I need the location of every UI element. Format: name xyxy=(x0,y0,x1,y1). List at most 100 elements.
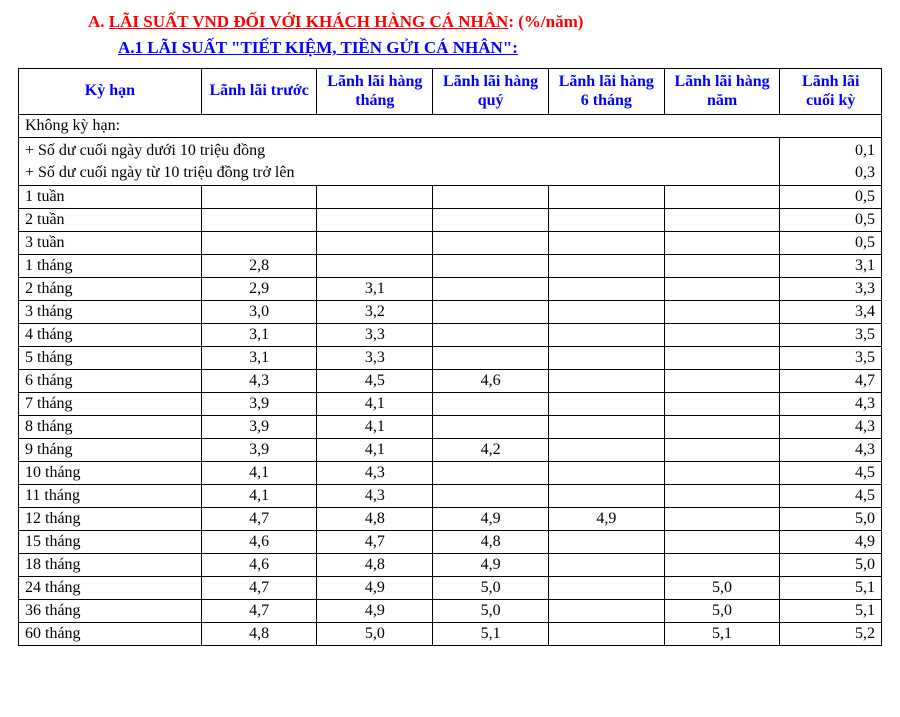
rate-cell: 3,3 xyxy=(317,324,433,347)
column-header-6month: Lãnh lãi hàng 6 tháng xyxy=(548,69,664,115)
rate-cell xyxy=(664,485,780,508)
term-cell: 12 tháng xyxy=(19,508,202,531)
rate-cell xyxy=(433,232,549,255)
rate-cell: 5,0 xyxy=(780,508,882,531)
no-term-label: Không kỳ hạn: xyxy=(19,115,882,138)
term-cell: 15 tháng xyxy=(19,531,202,554)
rate-cell: 4,3 xyxy=(780,393,882,416)
rate-cell: 4,3 xyxy=(780,439,882,462)
rate-cell xyxy=(433,462,549,485)
rate-cell: 4,1 xyxy=(317,393,433,416)
rate-cell: 3,5 xyxy=(780,324,882,347)
rate-cell xyxy=(664,255,780,278)
rate-cell: 4,6 xyxy=(201,531,317,554)
term-cell: 7 tháng xyxy=(19,393,202,416)
rate-cell: 5,1 xyxy=(664,623,780,646)
rate-cell xyxy=(548,232,664,255)
table-row: 2 tháng2,93,13,3 xyxy=(19,278,882,301)
rate-cell: 4,1 xyxy=(201,485,317,508)
rate-cell: 5,1 xyxy=(780,600,882,623)
rate-cell: 3,9 xyxy=(201,393,317,416)
section-a-heading: A. LÃI SUẤT VND ĐỐI VỚI KHÁCH HÀNG CÁ NH… xyxy=(88,12,882,32)
rate-cell: 4,3 xyxy=(201,370,317,393)
rate-cell xyxy=(433,485,549,508)
table-body: Không kỳ hạn: + Số dư cuối ngày dưới 10 … xyxy=(19,115,882,646)
term-cell: 1 tháng xyxy=(19,255,202,278)
rate-cell xyxy=(664,324,780,347)
table-row: 1 tháng2,83,1 xyxy=(19,255,882,278)
rate-cell xyxy=(664,278,780,301)
rate-cell: 3,9 xyxy=(201,416,317,439)
rate-cell xyxy=(664,416,780,439)
rate-cell: 4,7 xyxy=(201,577,317,600)
term-cell: 1 tuần xyxy=(19,186,202,209)
section-a1-heading: A.1 LÃI SUẤT "TIẾT KIỆM, TIỀN GỬI CÁ NHÂ… xyxy=(118,38,882,58)
rate-cell xyxy=(548,393,664,416)
rate-cell: 3,9 xyxy=(201,439,317,462)
rate-cell xyxy=(201,209,317,232)
rate-cell xyxy=(317,209,433,232)
rate-cell xyxy=(664,531,780,554)
rate-cell: 4,8 xyxy=(433,531,549,554)
column-header-upfront: Lãnh lãi trước xyxy=(201,69,317,115)
table-row: 3 tháng3,03,23,4 xyxy=(19,301,882,324)
rate-cell xyxy=(664,462,780,485)
rate-cell xyxy=(433,186,549,209)
table-row: 18 tháng4,64,84,95,0 xyxy=(19,554,882,577)
rate-cell xyxy=(664,508,780,531)
table-row: 7 tháng3,94,1 4,3 xyxy=(19,393,882,416)
term-cell: 4 tháng xyxy=(19,324,202,347)
rate-cell xyxy=(548,324,664,347)
table-row: 24 tháng4,74,95,05,05,1 xyxy=(19,577,882,600)
rate-cell: 3,0 xyxy=(201,301,317,324)
term-cell: 3 tuần xyxy=(19,232,202,255)
rate-cell xyxy=(433,324,549,347)
rate-cell xyxy=(664,554,780,577)
note-rate-2: 0,3 xyxy=(786,162,875,184)
term-cell: 18 tháng xyxy=(19,554,202,577)
rate-cell: 3,1 xyxy=(201,324,317,347)
term-cell: 36 tháng xyxy=(19,600,202,623)
rate-cell: 4,1 xyxy=(317,416,433,439)
rate-cell xyxy=(548,600,664,623)
term-cell: 24 tháng xyxy=(19,577,202,600)
balance-threshold-rates: 0,1 0,3 xyxy=(780,138,882,186)
table-row: 1 tuần 0,5 xyxy=(19,186,882,209)
table-row: 12 tháng4,74,84,94,95,0 xyxy=(19,508,882,531)
rate-cell xyxy=(548,554,664,577)
note-rate-1: 0,1 xyxy=(786,140,875,162)
table-row: 8 tháng3,94,14,3 xyxy=(19,416,882,439)
rate-cell: 5,0 xyxy=(317,623,433,646)
rate-cell: 4,1 xyxy=(317,439,433,462)
term-cell: 60 tháng xyxy=(19,623,202,646)
rate-cell xyxy=(548,347,664,370)
rate-cell xyxy=(433,347,549,370)
rate-cell: 4,7 xyxy=(780,370,882,393)
column-header-yearly: Lãnh lãi hàng năm xyxy=(664,69,780,115)
rate-cell: 4,2 xyxy=(433,439,549,462)
rate-cell xyxy=(664,439,780,462)
rate-cell xyxy=(433,301,549,324)
rate-cell xyxy=(433,278,549,301)
rate-cell: 0,5 xyxy=(780,186,882,209)
term-cell: 5 tháng xyxy=(19,347,202,370)
rate-cell: 4,3 xyxy=(780,416,882,439)
balance-threshold-note: + Số dư cuối ngày dưới 10 triệu đồng + S… xyxy=(19,138,780,186)
rate-cell: 4,3 xyxy=(317,462,433,485)
rate-cell: 4,1 xyxy=(201,462,317,485)
rate-cell xyxy=(664,370,780,393)
rate-cell: 4,8 xyxy=(201,623,317,646)
rate-cell xyxy=(664,209,780,232)
rate-cell: 5,0 xyxy=(433,577,549,600)
rate-cell: 5,1 xyxy=(433,623,549,646)
rate-cell xyxy=(664,232,780,255)
rate-cell xyxy=(548,531,664,554)
table-row: 36 tháng4,74,95,05,05,1 xyxy=(19,600,882,623)
rate-cell: 2,8 xyxy=(201,255,317,278)
rate-cell: 4,3 xyxy=(317,485,433,508)
rate-cell xyxy=(548,301,664,324)
term-cell: 9 tháng xyxy=(19,439,202,462)
table-row: 6 tháng4,34,54,64,7 xyxy=(19,370,882,393)
rate-cell: 4,9 xyxy=(433,554,549,577)
rate-cell: 4,8 xyxy=(317,508,433,531)
